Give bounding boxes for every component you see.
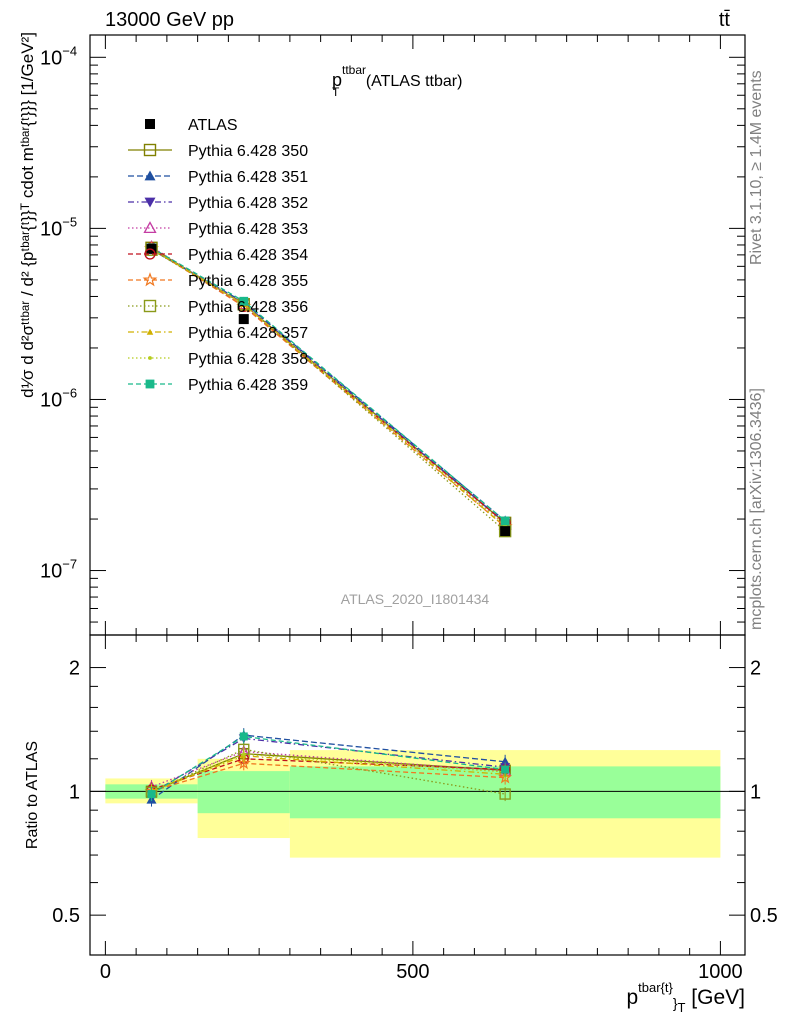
legend-marker-atlas [145,119,155,129]
legend-marker-9 [145,379,155,389]
data-point-1 [238,314,249,325]
ratio-6-point-2 [499,788,511,800]
y-tick-label: 10−5 [40,214,77,240]
header-left-label: 13000 GeV pp [105,9,234,31]
legend-marker-4 [144,248,156,260]
legend-label-0: Pythia 6.428 350 [188,143,308,160]
legend-label-8: Pythia 6.428 358 [188,351,308,368]
legend-label-atlas: ATLAS [188,117,238,134]
x-tick-label: 0 [100,961,111,983]
legend-marker-3 [143,221,157,234]
x-axis-label-base: p [626,986,638,1009]
y-tick-label: 10−4 [40,43,77,69]
ratio-9-point-0 [147,790,156,799]
series-line-1 [151,249,506,522]
legend-label-9: Pythia 6.428 359 [188,377,308,394]
x-axis-label-sub: } [673,995,678,1011]
y-tick-label: 10−7 [40,557,77,583]
x-axis-label-subT: T [678,1000,686,1015]
band-inner [197,771,290,814]
legend-label-4: Pythia 6.428 354 [188,247,308,264]
ratio-tick-label-right: 1 [750,781,761,803]
legend-marker-7 [146,328,154,335]
legend-marker-6 [143,299,157,313]
ratio-frame [89,634,746,956]
ratio-line-8 [151,753,506,792]
legend-marker-8 [148,356,152,360]
legend-marker-0 [143,143,157,157]
x-axis-label: ptbar{t}}T [GeV] [626,980,745,1015]
ratio-9-point-2 [501,765,510,774]
legend-label-3: Pythia 6.428 353 [188,221,308,238]
main-title-base: p [332,70,342,90]
legend-marker-2 [144,197,156,208]
x-tick-label: 500 [396,961,429,983]
x-axis-label-suffix: [GeV] [685,986,745,1009]
y-tick-label: 10−6 [40,385,77,411]
series-9-point-1 [239,296,249,306]
ratio-tick-label-right: 0.5 [750,905,778,927]
main-title-sup: ttbar [342,63,366,77]
ratio-tick-label-right: 2 [750,658,761,680]
legend-label-5: Pythia 6.428 355 [188,273,308,290]
ratio-ylabel: Ratio to ATLAS [24,741,41,849]
analysis-watermark: ATLAS_2020_I1801434 [341,591,490,607]
legend-label-6: Pythia 6.428 356 [188,299,308,316]
ratio-tick-label-left: 0.5 [52,905,80,927]
main-title-suffix: (ATLAS ttbar) [361,73,462,90]
main-ylabel: d¹⁄σ d d²σᵗᵗᵇᵃʳ / d² {pᵗᵇᵃʳ{ᵗ}}ᵀ cdot mᵗ… [18,32,37,398]
ratio-9-point-1 [239,732,248,741]
ratio-tick-label-left: 1 [69,781,80,803]
ratio-5-point-1 [236,756,251,770]
side-label-mcplots: mcplots.cern.ch [arXiv:1306.3436] [748,388,765,630]
header-right-label: tt̄ [719,9,731,31]
main-title: pttbar T (ATLAS ttbar) [332,63,462,99]
legend-marker-1 [144,170,156,181]
legend-label-2: Pythia 6.428 352 [188,195,308,212]
series-9-point-2 [500,516,510,526]
ratio-tick-label-left: 2 [69,658,80,680]
ratio-8-point-1 [242,752,246,757]
data-point-2 [500,526,511,537]
legend-marker-5 [142,272,158,287]
x-axis-label-sup: tbar{t} [638,980,673,995]
legend-label-1: Pythia 6.428 351 [188,169,308,186]
x-tick-label: 1000 [698,961,743,983]
main-title-sub: T [332,85,340,99]
side-label-rivet: Rivet 3.1.10, ≥ 1.4M events [748,70,765,265]
legend-label-7: Pythia 6.428 357 [188,325,308,342]
